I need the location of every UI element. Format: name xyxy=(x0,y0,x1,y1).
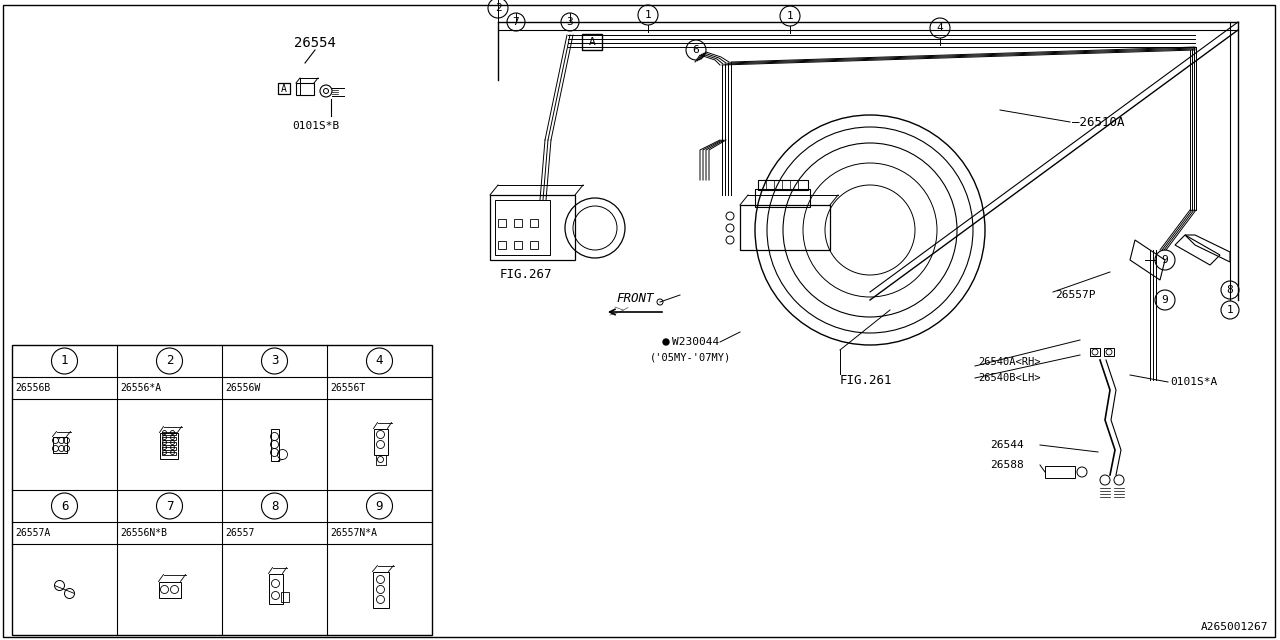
Text: 1: 1 xyxy=(787,11,794,21)
Text: A265001267: A265001267 xyxy=(1201,622,1268,632)
Text: 26556B: 26556B xyxy=(15,383,50,393)
Text: 1: 1 xyxy=(60,355,68,367)
Bar xyxy=(280,591,288,602)
Text: FRONT: FRONT xyxy=(616,291,654,305)
Bar xyxy=(490,195,575,260)
Text: 26556N*B: 26556N*B xyxy=(120,528,166,538)
Bar xyxy=(758,180,808,190)
Bar xyxy=(161,442,175,445)
Text: 26556W: 26556W xyxy=(225,383,260,393)
Bar xyxy=(161,431,175,435)
Bar xyxy=(269,573,283,604)
Text: 26557A: 26557A xyxy=(15,528,50,538)
Bar xyxy=(375,454,385,465)
Text: 26544: 26544 xyxy=(989,440,1024,450)
Text: 26588: 26588 xyxy=(989,460,1024,470)
Bar xyxy=(755,189,810,207)
Bar xyxy=(161,436,175,440)
Text: FIG.267: FIG.267 xyxy=(500,268,553,280)
Text: 7: 7 xyxy=(512,17,520,27)
Bar xyxy=(498,241,506,249)
Bar xyxy=(160,433,178,458)
Text: 9: 9 xyxy=(1162,255,1169,265)
Bar xyxy=(495,200,550,255)
Bar xyxy=(498,219,506,227)
Bar xyxy=(12,345,433,635)
Bar xyxy=(161,447,175,449)
Bar xyxy=(159,582,180,598)
Text: 6: 6 xyxy=(692,45,699,55)
Bar xyxy=(296,83,314,95)
Bar xyxy=(161,451,175,454)
Text: 26557P: 26557P xyxy=(1055,290,1096,300)
Text: 9: 9 xyxy=(1162,295,1169,305)
Bar xyxy=(270,429,279,461)
Bar xyxy=(1103,348,1114,356)
Text: 0101S*B: 0101S*B xyxy=(292,121,339,131)
Text: —26510A: —26510A xyxy=(1073,115,1125,129)
Text: A: A xyxy=(282,84,287,94)
Text: 26540B<LH>: 26540B<LH> xyxy=(978,373,1041,383)
Text: 3: 3 xyxy=(271,355,278,367)
Bar xyxy=(374,429,388,454)
Text: 26556*A: 26556*A xyxy=(120,383,161,393)
Text: 4: 4 xyxy=(937,23,943,33)
Text: 6: 6 xyxy=(60,499,68,513)
Bar xyxy=(278,83,291,94)
Text: 2: 2 xyxy=(494,3,502,13)
Text: 1: 1 xyxy=(645,10,652,20)
Text: 9: 9 xyxy=(376,499,383,513)
Text: ('05MY-'07MY): ('05MY-'07MY) xyxy=(650,352,731,362)
Text: FIG.261: FIG.261 xyxy=(840,374,892,387)
Text: 26554: 26554 xyxy=(294,36,335,50)
Bar xyxy=(515,241,522,249)
Text: 26557: 26557 xyxy=(225,528,255,538)
Bar xyxy=(582,34,602,50)
Text: 26540A<RH>: 26540A<RH> xyxy=(978,357,1041,367)
Text: 0101S*A: 0101S*A xyxy=(1170,377,1217,387)
Text: 8: 8 xyxy=(1226,285,1234,295)
Text: 26557N*A: 26557N*A xyxy=(330,528,378,538)
Bar xyxy=(740,205,829,250)
Text: 8: 8 xyxy=(271,499,278,513)
Text: 26556T: 26556T xyxy=(330,383,365,393)
Text: 7: 7 xyxy=(165,499,173,513)
Text: W230044: W230044 xyxy=(672,337,719,347)
Text: 1: 1 xyxy=(1226,305,1234,315)
Circle shape xyxy=(663,339,669,345)
Text: 3: 3 xyxy=(567,17,573,27)
Bar xyxy=(530,241,538,249)
Text: 4: 4 xyxy=(376,355,383,367)
Bar xyxy=(1091,348,1100,356)
Bar xyxy=(372,572,389,607)
Text: A: A xyxy=(589,37,595,47)
Bar xyxy=(1044,466,1075,478)
Bar xyxy=(52,436,67,452)
Text: 2: 2 xyxy=(165,355,173,367)
Bar xyxy=(515,219,522,227)
Bar xyxy=(530,219,538,227)
